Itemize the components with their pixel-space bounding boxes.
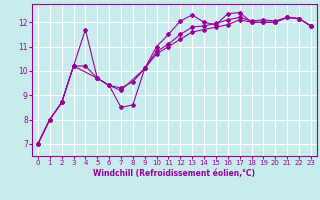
X-axis label: Windchill (Refroidissement éolien,°C): Windchill (Refroidissement éolien,°C) xyxy=(93,169,255,178)
